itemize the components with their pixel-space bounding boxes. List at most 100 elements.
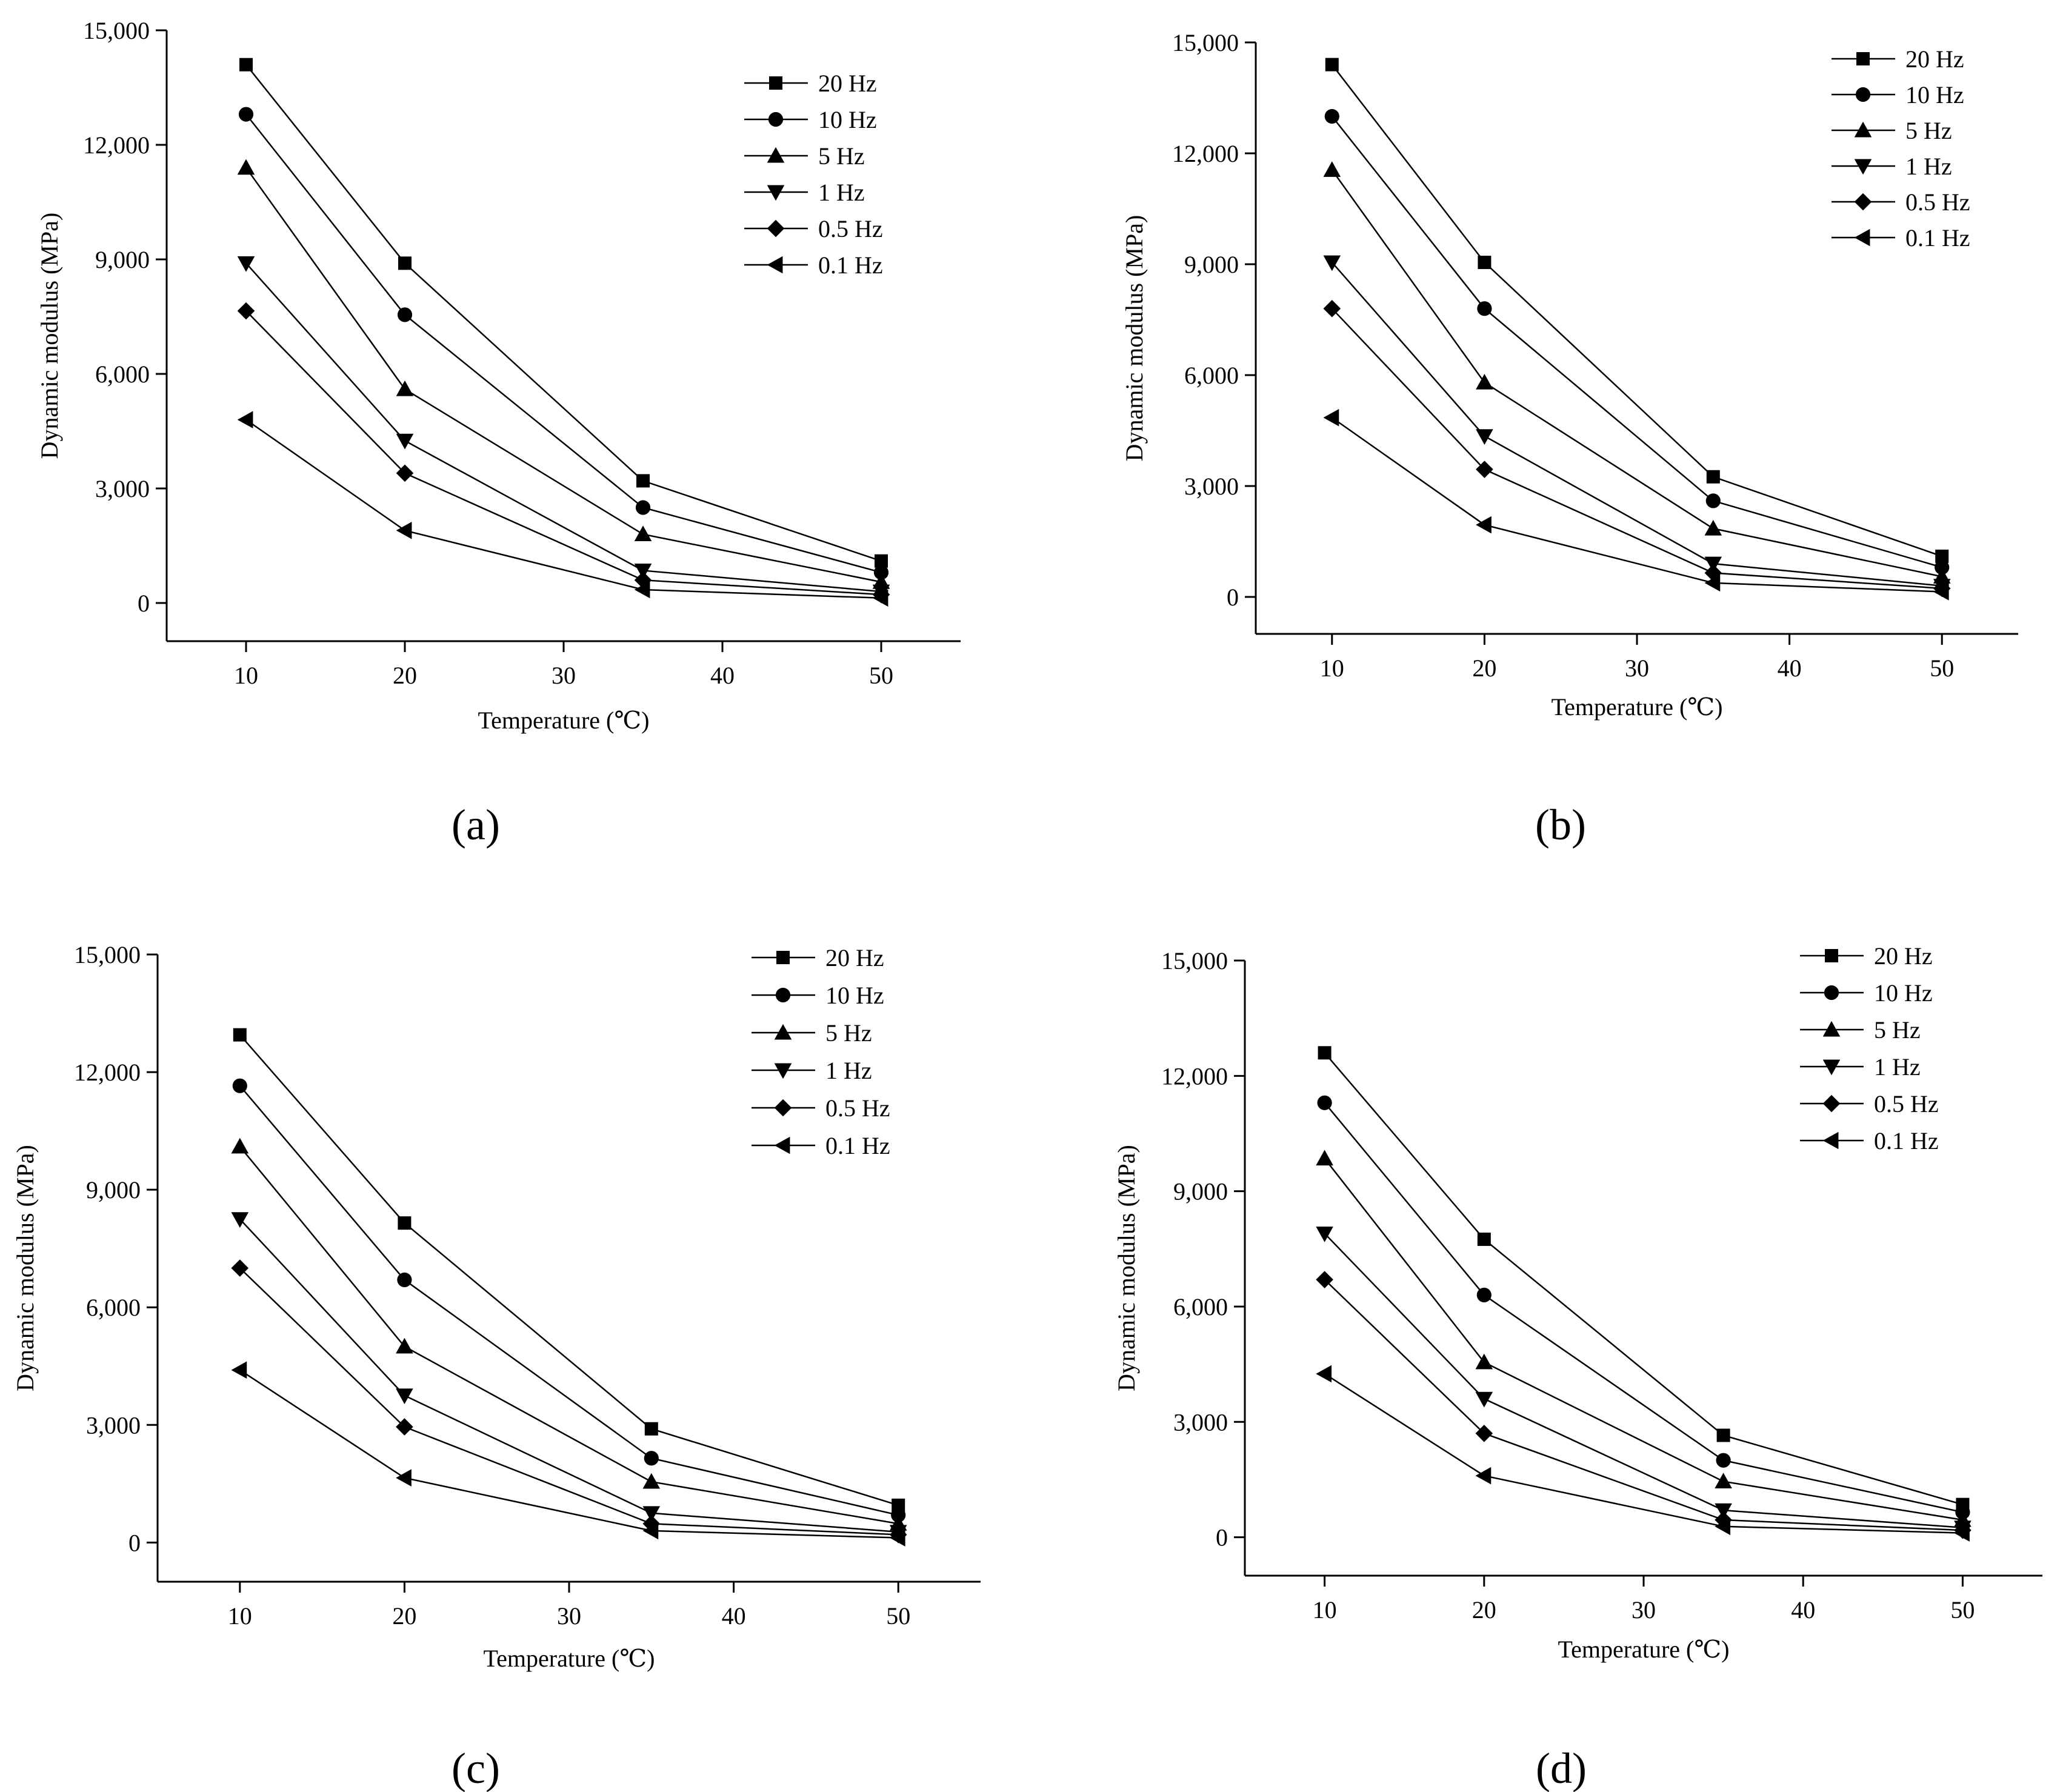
legend-marker (769, 76, 782, 90)
x-tick-label: 10 (1320, 655, 1344, 682)
legend-marker (1822, 1059, 1841, 1076)
y-tick-label: 15,000 (1172, 29, 1239, 56)
panel-label: (a) (452, 801, 500, 849)
data-point (231, 1137, 249, 1154)
data-point (1316, 1226, 1333, 1242)
series-line (239, 1218, 899, 1533)
data-point (1704, 564, 1722, 582)
legend-label: 10 Hz (825, 982, 884, 1009)
series-line (1332, 417, 1942, 593)
y-tick-label: 15,000 (83, 17, 150, 44)
data-point (397, 307, 413, 322)
y-tick-label: 12,000 (83, 132, 150, 159)
x-axis-label: Temperature (℃) (1558, 1636, 1730, 1663)
y-tick-label: 3,000 (1173, 1408, 1228, 1436)
chart-panel-2: 0 3,000 6,000 9,000 12,000 15,000 10 20 30 40 50 Te… (1121, 29, 2018, 849)
series-line (239, 1267, 899, 1536)
legend-marker (767, 185, 785, 201)
series-line (239, 1034, 899, 1507)
x-tick-label: 20 (393, 662, 417, 689)
legend-marker (1824, 985, 1839, 1001)
y-tick-label: 0 (1227, 584, 1239, 611)
data-point (642, 1522, 659, 1540)
data-point (239, 58, 253, 72)
series-line (245, 419, 882, 599)
data-point (642, 1514, 661, 1533)
data-point (644, 1451, 659, 1466)
data-point (873, 565, 889, 580)
data-point (1475, 1353, 1493, 1370)
series-line (245, 310, 882, 596)
data-point (1476, 373, 1493, 390)
series-line (1331, 262, 1942, 587)
legend-marker (767, 147, 785, 163)
x-tick-label: 40 (1791, 1596, 1815, 1624)
data-point (1476, 516, 1492, 534)
y-tick-label: 0 (138, 590, 150, 617)
x-axis-label: Temperature (℃) (478, 707, 650, 734)
legend-marker (774, 1099, 792, 1117)
legend-label: 0.1 Hz (1905, 224, 1970, 251)
series-line (245, 262, 882, 593)
series-line (1324, 1279, 1963, 1531)
legend-label: 0.5 Hz (825, 1094, 890, 1122)
y-tick-label: 3,000 (86, 1411, 141, 1439)
series-line (1324, 1157, 1963, 1521)
legend-label: 0.5 Hz (1905, 188, 1970, 216)
y-tick-label: 12,000 (1161, 1062, 1228, 1090)
legend-marker (767, 219, 785, 238)
legend: 20 Hz 10 Hz 5 Hz 1 Hz 0.5 Hz 0.1 Hz (1800, 942, 1939, 1154)
data-point (1705, 493, 1721, 508)
panel-label: (d) (1536, 1744, 1587, 1792)
y-tick-label: 3,000 (1184, 473, 1239, 500)
legend-label: 10 Hz (1874, 979, 1933, 1007)
legend-label: 1 Hz (1874, 1053, 1921, 1081)
data-point (634, 525, 652, 542)
data-point (396, 522, 412, 539)
data-point (398, 256, 412, 270)
data-point (1476, 1287, 1492, 1303)
data-point (1478, 255, 1492, 269)
legend-label: 0.1 Hz (818, 251, 883, 279)
data-point (1935, 549, 1949, 563)
data-point (1704, 574, 1721, 592)
data-point (1477, 1232, 1491, 1246)
legend-marker (1854, 228, 1870, 247)
data-point (232, 1078, 247, 1093)
legend-label: 20 Hz (1905, 45, 1964, 73)
x-tick-label: 30 (1632, 1596, 1656, 1624)
data-point (1716, 1453, 1731, 1468)
data-point (1323, 299, 1341, 318)
y-tick-label: 12,000 (74, 1059, 141, 1086)
data-point (1706, 470, 1720, 484)
series-line (239, 1146, 899, 1525)
data-point (1716, 1428, 1730, 1442)
data-point (636, 474, 650, 488)
x-tick-label: 20 (392, 1602, 416, 1630)
legend-label: 1 Hz (818, 179, 865, 206)
y-tick-label: 12,000 (1172, 140, 1239, 167)
data-point (1935, 560, 1950, 575)
y-tick-label: 6,000 (1173, 1293, 1228, 1321)
data-point (396, 464, 414, 482)
x-tick-label: 10 (1313, 1596, 1337, 1624)
legend-marker (1854, 193, 1872, 211)
data-point (237, 159, 255, 175)
data-point (398, 1216, 412, 1230)
panel-label: (b) (1535, 801, 1586, 849)
y-axis-label: Dynamic modulus (MPa) (1121, 215, 1148, 462)
data-point (396, 1418, 413, 1436)
x-tick-label: 20 (1472, 1596, 1496, 1624)
data-point (875, 554, 888, 568)
x-tick-label: 50 (1930, 655, 1954, 682)
legend-marker (774, 1063, 792, 1079)
data-point (1477, 301, 1492, 316)
y-tick-label: 0 (128, 1529, 141, 1556)
y-axis-label: Dynamic modulus (MPa) (36, 213, 63, 459)
legend-label: 0.1 Hz (825, 1132, 890, 1159)
x-tick-label: 10 (228, 1602, 252, 1630)
data-point (397, 1272, 412, 1288)
data-point (1476, 461, 1493, 478)
series-line (239, 1085, 899, 1516)
